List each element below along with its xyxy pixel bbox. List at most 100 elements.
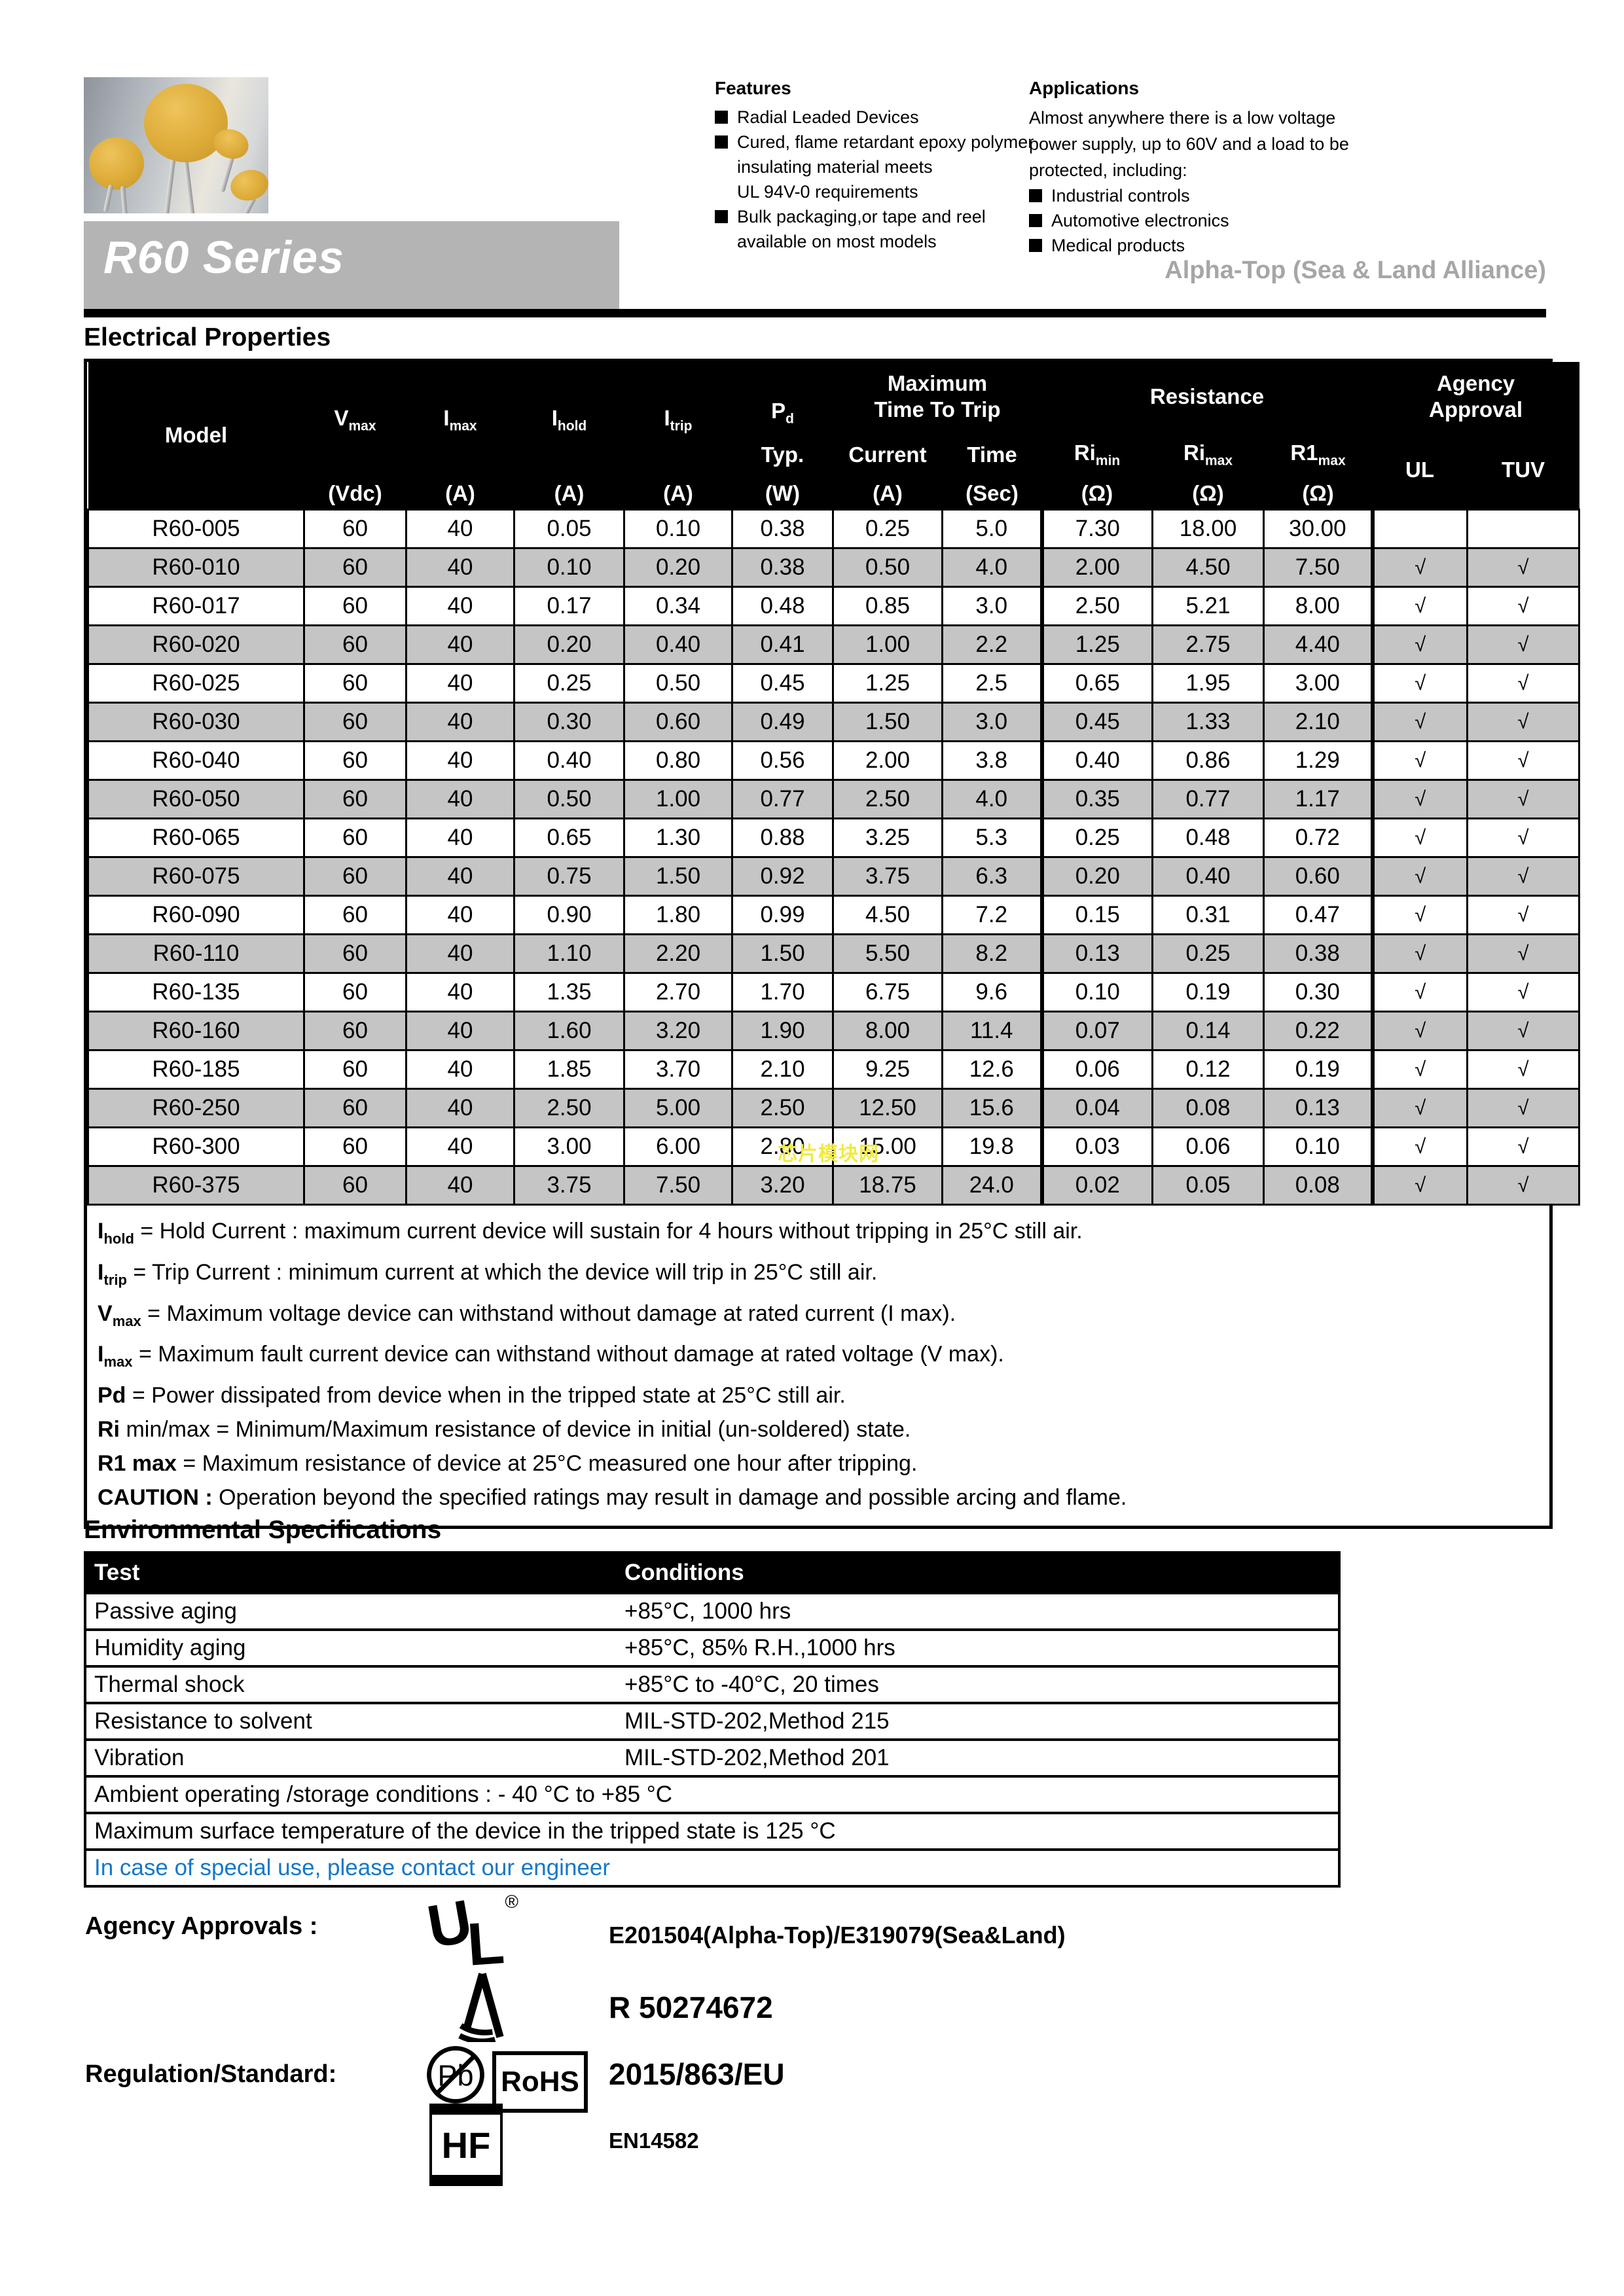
value-cell: 0.35 bbox=[1039, 779, 1154, 819]
environmental-fullwidth-row: Maximum surface temperature of the devic… bbox=[85, 1812, 1339, 1850]
approval-check-cell: √ bbox=[1370, 586, 1469, 626]
conditions-cell: +85°C to -40°C, 20 times bbox=[617, 1665, 1339, 1703]
value-cell: 40 bbox=[405, 779, 515, 819]
col-header-tuv: TUV bbox=[1467, 431, 1579, 510]
value-cell: 1.70 bbox=[731, 972, 834, 1013]
environmental-table-row: Passive aging +85°C, 1000 hrs bbox=[85, 1592, 1339, 1630]
value-cell: 40 bbox=[405, 1011, 515, 1051]
hf-label: HF bbox=[441, 2124, 491, 2166]
definitions-notes: Ihold = Hold Current : maximum current d… bbox=[87, 1206, 1549, 1526]
electrical-table-row: R60-025 60 40 0.25 0.50 0.45 1.25 2.5 0.65 1.95 3.… bbox=[87, 663, 1581, 704]
value-cell: 5.0 bbox=[941, 509, 1043, 549]
unit-ohm: (Ω) bbox=[1152, 478, 1264, 510]
value-cell: 3.00 bbox=[1263, 663, 1374, 704]
value-cell: 60 bbox=[303, 663, 407, 704]
ptc-device-image bbox=[227, 166, 268, 205]
bullet-item: Industrial controls bbox=[1029, 183, 1461, 208]
applications-list: Industrial controls Automotive electronic… bbox=[1029, 183, 1461, 258]
applications-section: Applications Almost anywhere there is a … bbox=[1029, 76, 1461, 258]
approval-check-cell: √ bbox=[1370, 933, 1469, 974]
test-cell: Vibration bbox=[85, 1738, 617, 1776]
value-cell: 0.15 bbox=[1039, 895, 1154, 935]
agency-approvals-label: Agency Approvals : bbox=[85, 1912, 318, 1940]
environmental-fullwidth-row: Ambient operating /storage conditions : … bbox=[85, 1775, 1339, 1813]
value-cell: 1.90 bbox=[731, 1011, 834, 1051]
electrical-table-body: R60-005 60 40 0.05 0.10 0.38 0.25 5.0 7.30 18.00 3… bbox=[87, 509, 1581, 1206]
value-cell: 12.6 bbox=[941, 1049, 1043, 1090]
bullet-square-icon bbox=[1029, 239, 1042, 252]
approval-check-cell: √ bbox=[1466, 586, 1581, 626]
value-cell: 0.49 bbox=[731, 702, 834, 742]
value-cell: 0.12 bbox=[1151, 1049, 1265, 1090]
special-note-cell: In case of special use, please contact o… bbox=[85, 1848, 1339, 1886]
electrical-table-row: R60-160 60 40 1.60 3.20 1.90 8.00 11.4 0.07 0.14 0… bbox=[87, 1011, 1581, 1051]
definition-note: Pd = Power dissipated from device when i… bbox=[98, 1383, 846, 1408]
environmental-table-row: Thermal shock +85°C to -40°C, 20 times bbox=[85, 1665, 1339, 1703]
value-cell: 60 bbox=[303, 1049, 407, 1090]
bullet-square-icon bbox=[1029, 189, 1042, 202]
unit-w: (W) bbox=[732, 478, 833, 510]
environmental-table-row: Vibration MIL-STD-202,Method 201 bbox=[85, 1738, 1339, 1776]
bullet-square-icon bbox=[715, 111, 728, 124]
value-cell: 5.3 bbox=[941, 817, 1043, 858]
approval-check-cell: √ bbox=[1370, 1049, 1469, 1090]
electrical-table-row: R60-065 60 40 0.65 1.30 0.88 3.25 5.3 0.25 0.48 0.… bbox=[87, 817, 1581, 858]
value-cell: 6.75 bbox=[832, 972, 943, 1013]
value-cell: 2.80 bbox=[731, 1126, 834, 1167]
model-cell: R60-135 bbox=[87, 972, 305, 1013]
value-cell: 3.0 bbox=[941, 586, 1043, 626]
ul-file-number: E201504(Alpha-Top)/E319079(Sea&Land) bbox=[609, 1922, 1066, 1948]
value-cell: 0.08 bbox=[1151, 1088, 1265, 1128]
value-cell: 40 bbox=[405, 933, 515, 974]
unit-a: (A) bbox=[833, 478, 943, 510]
value-cell: 5.50 bbox=[832, 933, 943, 974]
value-cell: 40 bbox=[405, 547, 515, 588]
halogen-free-icon: HF bbox=[429, 2104, 503, 2186]
value-cell: 0.03 bbox=[1039, 1126, 1154, 1167]
col-header-pd-typ: Typ. bbox=[732, 431, 833, 478]
model-cell: R60-040 bbox=[87, 740, 305, 781]
bullet-item: Automotive electronics bbox=[1029, 208, 1461, 233]
definition-note: Ihold = Hold Current : maximum current d… bbox=[98, 1219, 1083, 1247]
approval-check-cell: √ bbox=[1370, 817, 1469, 858]
fullwidth-cell: Ambient operating /storage conditions : … bbox=[85, 1775, 1339, 1813]
value-cell: 0.45 bbox=[1039, 702, 1154, 742]
ul-logo-letter-l: L bbox=[465, 1909, 507, 1979]
value-cell: 40 bbox=[405, 856, 515, 897]
halogen-free-standard: EN14582 bbox=[609, 2128, 699, 2153]
value-cell: 40 bbox=[405, 663, 515, 704]
value-cell: 0.60 bbox=[623, 702, 733, 742]
value-cell: 0.92 bbox=[731, 856, 834, 897]
value-cell: 0.07 bbox=[1039, 1011, 1154, 1051]
value-cell: 40 bbox=[405, 895, 515, 935]
approval-check-cell: √ bbox=[1466, 740, 1581, 781]
value-cell: 0.31 bbox=[1151, 895, 1265, 935]
value-cell: 1.50 bbox=[623, 856, 733, 897]
value-cell: 24.0 bbox=[941, 1165, 1043, 1206]
definition-note: Vmax = Maximum voltage device can withst… bbox=[98, 1300, 956, 1329]
value-cell: 2.10 bbox=[1263, 702, 1374, 742]
value-cell: 12.50 bbox=[832, 1088, 943, 1128]
unit-vdc: (Vdc) bbox=[304, 478, 406, 510]
electrical-table-row: R60-090 60 40 0.90 1.80 0.99 4.50 7.2 0.15 0.31 0.… bbox=[87, 895, 1581, 935]
features-list: Radial Leaded Devices Cured, flame retard… bbox=[715, 105, 1034, 254]
value-cell: 0.75 bbox=[513, 856, 625, 897]
model-cell: R60-250 bbox=[87, 1088, 305, 1128]
model-cell: R60-075 bbox=[87, 856, 305, 897]
col-header-model: Model bbox=[88, 362, 304, 510]
approval-check-cell bbox=[1466, 509, 1581, 549]
watermark-text: 芯片模块网 bbox=[778, 1143, 879, 1165]
electrical-table-row: R60-110 60 40 1.10 2.20 1.50 5.50 8.2 0.13 0.25 0.… bbox=[87, 933, 1581, 974]
value-cell: 2.50 bbox=[513, 1088, 625, 1128]
approval-check-cell bbox=[1370, 509, 1469, 549]
value-cell: 0.19 bbox=[1151, 972, 1265, 1013]
approval-check-cell: √ bbox=[1370, 740, 1469, 781]
approval-check-cell: √ bbox=[1466, 972, 1581, 1013]
value-cell: 2.20 bbox=[623, 933, 733, 974]
test-cell: Thermal shock bbox=[85, 1665, 617, 1703]
environmental-table: Test Conditions Passive aging +85°C, 1000… bbox=[84, 1551, 1341, 1888]
value-cell: 11.4 bbox=[941, 1011, 1043, 1051]
ptc-device-image bbox=[89, 137, 144, 190]
definition-note: R1 max = Maximum resistance of device at… bbox=[98, 1451, 918, 1477]
value-cell: 60 bbox=[303, 702, 407, 742]
